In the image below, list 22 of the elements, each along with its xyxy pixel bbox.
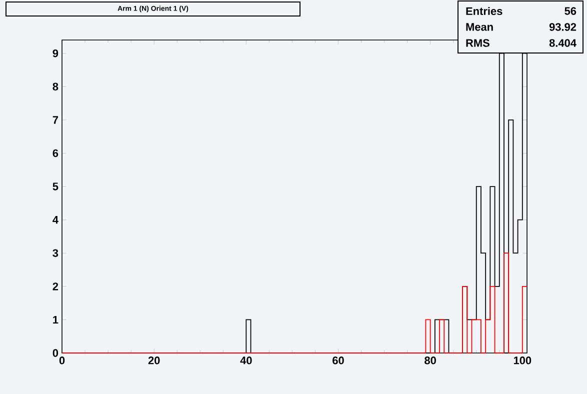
y-tick-label: 0 bbox=[52, 349, 58, 357]
y-tick-label: 2 bbox=[52, 282, 58, 290]
y-tick-label: 8 bbox=[52, 82, 58, 91]
x-tick-label: 60 bbox=[332, 356, 344, 364]
x-tick-label: 40 bbox=[240, 356, 252, 364]
y-tick-label: 5 bbox=[52, 182, 58, 190]
text: 8.404 bbox=[549, 39, 576, 47]
y-tick-label: 9 bbox=[52, 49, 58, 58]
y-tick-label: 3 bbox=[52, 249, 58, 257]
y-tick-label: 6 bbox=[52, 149, 58, 158]
y-tick-label: 7 bbox=[52, 116, 58, 124]
y-tick-label: 1 bbox=[53, 316, 58, 324]
text: Mean bbox=[466, 23, 493, 31]
text: Entries bbox=[466, 6, 502, 16]
y-tick-label: 4 bbox=[52, 216, 58, 224]
text: 93.92 bbox=[549, 23, 576, 31]
x-tick-label: 0 bbox=[59, 356, 65, 364]
x-tick-label: 80 bbox=[424, 356, 436, 364]
x-tick-label: 20 bbox=[148, 356, 160, 364]
x-tick-label: 100 bbox=[514, 356, 532, 364]
annotation: RMS bbox=[466, 39, 490, 47]
text: 56 bbox=[564, 7, 576, 15]
